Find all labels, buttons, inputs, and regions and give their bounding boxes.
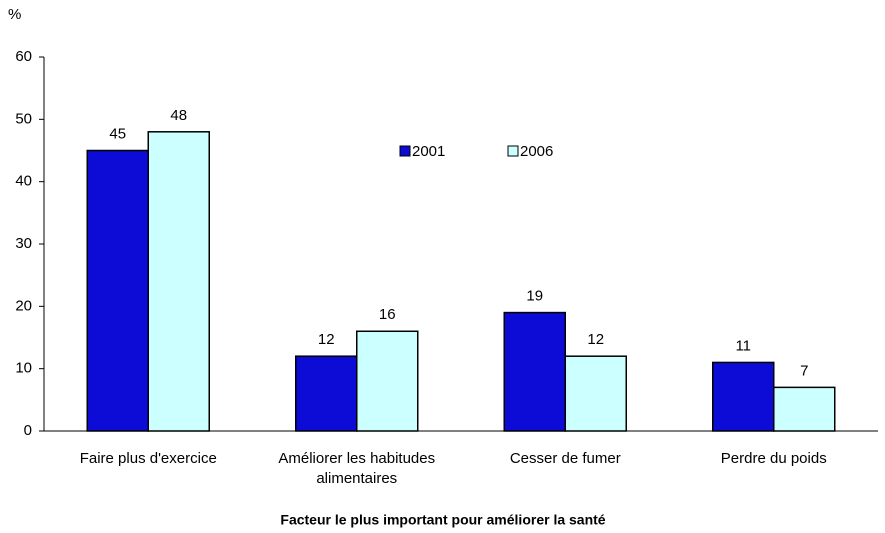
value-label: 11 (735, 337, 751, 354)
bar (295, 355, 358, 432)
y-axis-label: % (8, 6, 21, 23)
x-tick-label: Améliorer les habitudes alimentaires (278, 450, 436, 487)
x-tick-label: Faire plus d'exercice (79, 450, 217, 467)
legend-label: 2006 (520, 143, 553, 160)
y-tick-label: 30 (15, 235, 32, 252)
value-label: 45 (109, 125, 126, 142)
legend-swatch (507, 145, 519, 157)
bar (356, 330, 419, 432)
value-label: 16 (379, 306, 396, 323)
y-tick-label: 20 (15, 297, 32, 314)
value-label: 48 (170, 107, 187, 124)
y-tick-label: 40 (15, 173, 32, 190)
y-tick-label: 0 (24, 422, 32, 439)
bar (503, 311, 566, 432)
y-tick-label: 60 (15, 48, 32, 65)
value-label: 12 (587, 331, 604, 348)
x-axis-title: Facteur le plus important pour améliorer… (280, 512, 605, 528)
bar (773, 386, 836, 432)
y-tick-label: 50 (15, 110, 32, 127)
x-tick-label: Cesser de fumer (509, 450, 621, 467)
bar (147, 131, 210, 432)
bar (86, 149, 149, 432)
legend-label: 2001 (412, 143, 445, 160)
value-label: 12 (318, 331, 335, 348)
legend-swatch (399, 145, 411, 157)
y-tick-label: 10 (15, 360, 32, 377)
value-label: 19 (526, 288, 543, 305)
x-tick-label: Perdre du poids (720, 450, 827, 467)
bar (712, 361, 775, 432)
bar (564, 355, 627, 432)
value-label: 7 (800, 362, 808, 379)
